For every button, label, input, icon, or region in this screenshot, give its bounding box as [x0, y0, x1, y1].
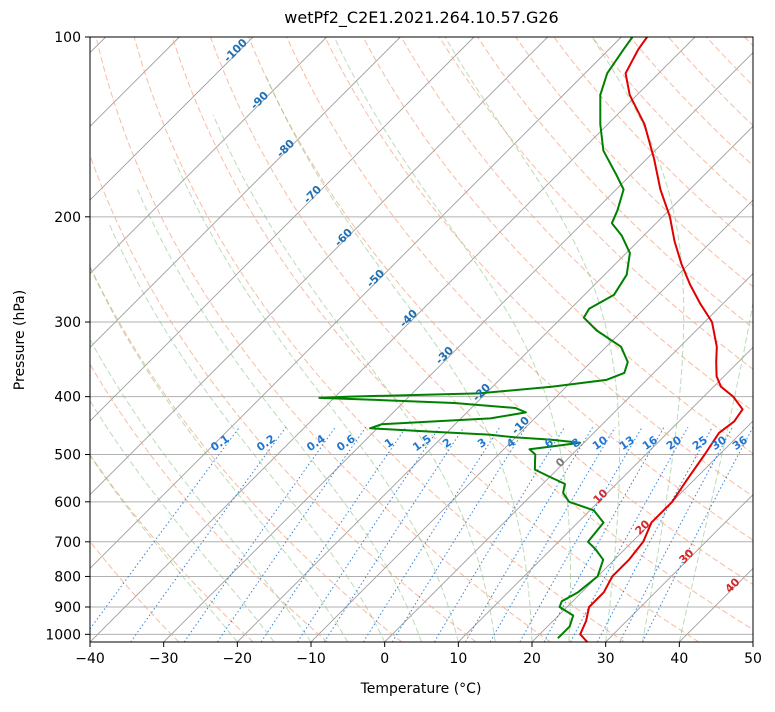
moist-adiabat-line — [592, 37, 684, 642]
y-tick-label: 500 — [54, 448, 81, 464]
dry-adiabat-line — [96, 37, 550, 642]
x-tick-label: 50 — [744, 651, 762, 667]
dry-adiabat-label: -60 — [332, 226, 355, 249]
isotherm-line — [237, 37, 775, 642]
x-tick-label: −10 — [296, 651, 326, 667]
plot-frame — [90, 37, 753, 642]
y-tick-label: 700 — [54, 535, 81, 551]
mixing-ratio-label: 3 — [475, 436, 489, 451]
dry-adiabat-line — [554, 37, 775, 642]
dry-adiabat-line — [439, 37, 775, 642]
dry-adiabat-line — [0, 37, 253, 642]
mixing-ratio-line — [261, 427, 406, 642]
mixing-ratio-label: 36 — [730, 433, 750, 453]
moist-adiabat-line — [13, 318, 237, 642]
dry-adiabat-line — [707, 37, 775, 642]
y-tick-label: 300 — [54, 315, 81, 331]
dry-adiabat-line — [58, 37, 476, 642]
isotherm-line — [0, 37, 327, 642]
x-tick-label: −20 — [223, 651, 253, 667]
mixing-ratio-line — [81, 427, 240, 642]
isotherm-line — [0, 37, 474, 642]
mixing-ratio-line — [643, 427, 753, 642]
y-tick-label: 600 — [54, 495, 81, 511]
dry-adiabat-label: -100 — [221, 36, 250, 65]
dry-adiabat-label: 0 — [553, 455, 568, 470]
mixing-ratio-label: 10 — [590, 433, 610, 453]
x-tick-label: 10 — [449, 651, 467, 667]
mixing-ratio-label: 0.4 — [304, 432, 328, 454]
y-axis-title: Pressure (hPa) — [12, 290, 28, 390]
x-tick-label: 40 — [670, 651, 688, 667]
y-tick-label: 1000 — [45, 627, 81, 643]
mixing-ratio-line — [465, 427, 592, 642]
isotherm-line — [16, 37, 621, 642]
x-tick-label: 20 — [523, 651, 541, 667]
dry-adiabat-line — [745, 37, 775, 642]
isotherm-line — [90, 37, 695, 642]
dry-adiabat-label: 10 — [591, 486, 611, 506]
isotherm-line — [458, 37, 775, 642]
mixing-ratio-line — [520, 427, 642, 642]
dry-adiabat-label: -90 — [248, 89, 271, 112]
moist-adiabat-line — [174, 159, 458, 642]
moist-adiabat-line — [445, 37, 619, 642]
mixing-ratio-label: 1.5 — [410, 432, 433, 454]
mixing-ratio-line — [184, 427, 335, 642]
dry-adiabat-label: -20 — [470, 381, 493, 404]
mixing-ratio-line — [490, 427, 615, 642]
dry-adiabat-line — [0, 37, 327, 642]
isotherm-line — [0, 37, 548, 642]
dry-adiabat-label: 30 — [677, 546, 697, 566]
isotherm-line — [679, 37, 775, 642]
dry-adiabat-label: -40 — [397, 307, 420, 330]
y-tick-label: 100 — [54, 30, 81, 46]
mixing-ratio-line — [597, 427, 712, 642]
isotherm-line — [311, 37, 775, 642]
y-tick-label: 400 — [54, 390, 81, 406]
mixing-ratio-line — [620, 427, 733, 642]
x-axis-title: Temperature (°C) — [360, 681, 482, 697]
background-layer — [0, 37, 775, 642]
mixing-ratio-label: 0.1 — [208, 432, 231, 454]
dry-adiabat-label: -70 — [301, 183, 324, 206]
x-tick-label: 30 — [597, 651, 615, 667]
mixing-ratio-label: 1 — [382, 436, 396, 451]
x-tick-label: −40 — [75, 651, 105, 667]
mixing-ratio-label: 16 — [640, 433, 660, 453]
chart-title: wetPf2_C2E1.2021.264.10.57.G26 — [90, 8, 753, 27]
moist-adiabat-line — [334, 37, 570, 642]
isotherm-line — [164, 37, 769, 642]
isotherm-line — [753, 37, 775, 642]
isotherm-line — [385, 37, 775, 642]
isotherm-line — [0, 37, 253, 642]
moist-adiabat-line — [213, 115, 495, 642]
y-tick-label: 200 — [54, 210, 81, 226]
dry-adiabat-label: 20 — [633, 517, 653, 537]
mixing-ratio-label: 0.2 — [254, 432, 277, 454]
dry-adiabat-label: -30 — [433, 344, 456, 367]
x-tick-label: −30 — [149, 651, 179, 667]
dry-adiabat-label: -80 — [274, 137, 297, 160]
y-tick-label: 800 — [54, 569, 81, 585]
dry-adiabat-line — [20, 37, 402, 642]
mixing-ratio-label: 2 — [440, 436, 454, 451]
y-tick-label: 900 — [54, 600, 81, 616]
dry-adiabat-line — [134, 37, 624, 642]
mixing-ratio-line — [434, 427, 564, 642]
dry-adiabat-label: 40 — [723, 575, 743, 595]
mixing-ratio-label: 20 — [664, 433, 684, 453]
dry-adiabat-line — [172, 37, 699, 642]
dewpoint-profile-line — [319, 37, 632, 638]
dry-adiabat-label: -50 — [364, 267, 387, 290]
x-tick-label: 0 — [380, 651, 389, 667]
moist-adiabat-line — [679, 37, 769, 642]
